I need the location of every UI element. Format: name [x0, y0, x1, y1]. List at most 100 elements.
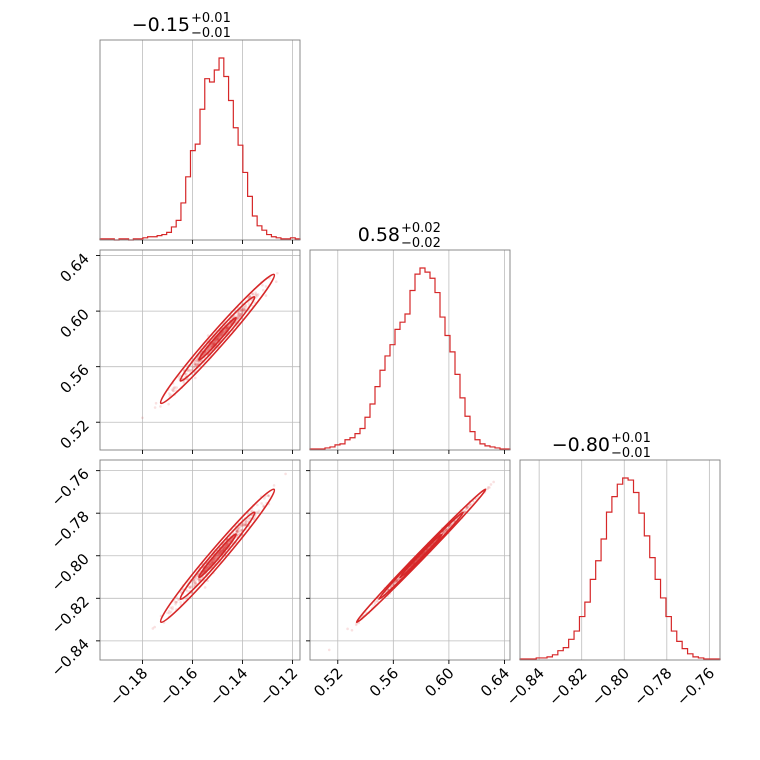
scatter-point	[203, 586, 207, 589]
scatter-point	[238, 315, 242, 318]
scatter-point	[443, 530, 447, 533]
scatter-point	[253, 516, 257, 519]
hist-title-value: −0.15	[132, 14, 190, 36]
scatter-point	[188, 586, 192, 590]
scatter-point	[395, 579, 399, 583]
scatter-point	[397, 578, 400, 581]
scatter-point	[191, 583, 195, 586]
scatter-point	[241, 308, 245, 312]
scatter-point	[243, 523, 246, 526]
scatter-point	[195, 359, 198, 362]
scatter-point	[236, 528, 240, 532]
scatter-point	[442, 531, 445, 534]
scatter-point	[218, 551, 222, 554]
scatter-point	[244, 521, 247, 525]
scatter-point	[239, 308, 243, 312]
scatter-point	[492, 480, 495, 484]
scatter-point	[236, 533, 240, 536]
scatter-point	[257, 509, 261, 513]
scatter-point	[226, 543, 229, 546]
scatter-point	[240, 311, 244, 314]
scatter-point	[225, 326, 229, 330]
scatter-point	[194, 363, 198, 367]
scatter-point	[218, 551, 221, 555]
scatter-point	[255, 510, 259, 514]
scatter-point	[250, 509, 254, 513]
scatter-point	[235, 529, 239, 533]
scatter-point	[264, 285, 268, 288]
scatter-point	[189, 584, 193, 588]
scatter-point	[244, 522, 248, 526]
scatter-point	[166, 611, 169, 615]
x-tick-label: −0.80	[588, 664, 633, 709]
scatter-point	[206, 565, 210, 569]
hist-title-upper: +0.02	[401, 221, 441, 236]
scatter-point	[172, 389, 175, 393]
scatter-point	[217, 552, 221, 555]
scatter-point	[211, 559, 215, 563]
panel-frame	[309, 459, 511, 661]
scatter-point	[463, 510, 467, 514]
scatter-point	[211, 342, 215, 346]
scatter-point	[213, 557, 216, 561]
scatter-point	[260, 502, 263, 505]
scatter-point	[241, 524, 245, 528]
y-tick-label: −0.78	[48, 507, 93, 552]
scatter-point	[242, 308, 245, 312]
hist-title-lower: −0.02	[401, 236, 441, 251]
scatter-point	[346, 627, 349, 631]
scatter-point	[236, 315, 240, 319]
scatter-point	[375, 600, 379, 603]
scatter-point	[225, 327, 229, 330]
scatter-point	[192, 579, 196, 582]
scatter-point	[245, 306, 248, 309]
y-tick-label: −0.82	[48, 592, 93, 637]
scatter-point	[215, 338, 219, 341]
contour-line-0	[198, 316, 237, 361]
scatter-point	[395, 579, 398, 583]
scatter-point	[242, 310, 245, 313]
scatter-point	[209, 562, 212, 566]
panel-frame	[519, 459, 721, 661]
scatter-point	[196, 574, 199, 577]
scatter-point	[223, 545, 227, 548]
scatter-point	[222, 331, 225, 334]
scatter-point	[171, 605, 174, 609]
scatter-point	[354, 623, 358, 627]
contour-line-2	[355, 488, 487, 624]
scatter-point	[194, 362, 198, 366]
scatter-point	[245, 519, 248, 523]
scatter-point	[224, 545, 227, 549]
scatter-point	[364, 611, 368, 614]
scatter-point	[241, 308, 245, 312]
scatter-point	[276, 271, 279, 275]
scatter-point	[243, 308, 247, 311]
scatter-point	[248, 517, 252, 520]
scatter-point	[488, 486, 491, 489]
scatter-point	[218, 335, 222, 339]
scatter-point	[444, 528, 448, 532]
scatter-point	[244, 520, 248, 523]
scatter-point	[175, 600, 179, 604]
scatter-point	[225, 326, 229, 330]
histogram-series-1	[309, 267, 511, 450]
scatter-point	[235, 529, 239, 533]
scatter-point	[225, 326, 229, 330]
scatter-point	[284, 472, 287, 476]
contour-line-0	[399, 533, 444, 579]
scatter-point	[238, 314, 241, 318]
scatter-point	[243, 308, 246, 312]
scatter-point	[218, 552, 221, 556]
scatter-point	[248, 295, 252, 299]
scatter-point	[194, 579, 197, 582]
scatter-point	[194, 576, 198, 580]
hist-panel-2: −0.80 +0.01−0.01	[519, 431, 721, 661]
scatter-point	[170, 388, 174, 392]
x-tick-label: −0.84	[503, 664, 548, 709]
scatter-point	[350, 628, 354, 632]
scatter-point	[220, 333, 223, 336]
hist-title-lower: −0.01	[611, 446, 651, 461]
panel-frame	[99, 39, 301, 241]
scatter-point	[241, 522, 245, 525]
scatter-point	[466, 505, 469, 509]
